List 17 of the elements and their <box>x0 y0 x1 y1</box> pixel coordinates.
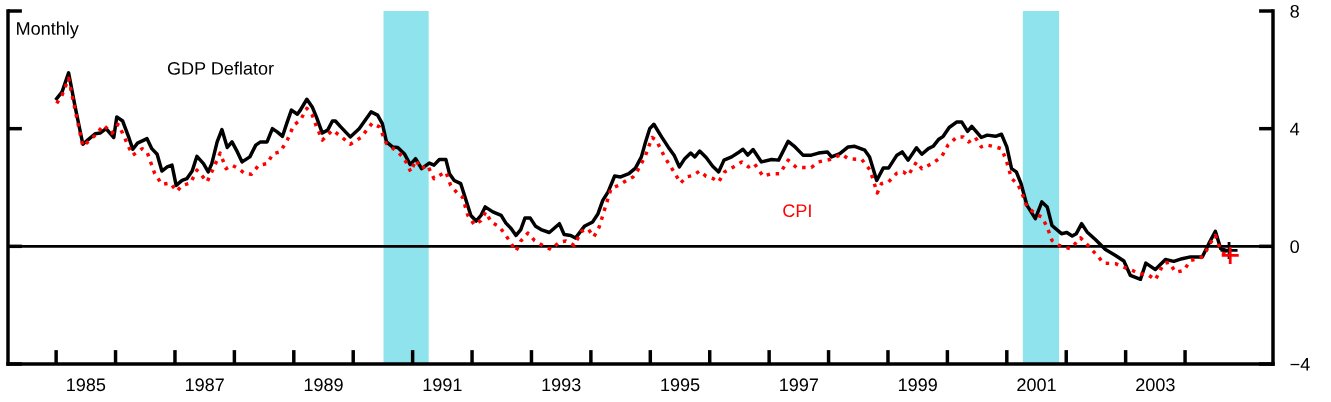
x-tick-label: 1993 <box>542 378 581 392</box>
x-tick-label: 1995 <box>661 378 700 392</box>
x-tick-label: 1997 <box>780 378 819 392</box>
y-tick-label: 8 <box>1290 4 1299 18</box>
x-tick-label: 2003 <box>1136 378 1175 392</box>
x-tick-label: 1991 <box>423 378 462 392</box>
x-tick-label: 1985 <box>67 378 106 392</box>
y-tick-label: 4 <box>1290 122 1300 136</box>
x-tick-label: 1999 <box>898 378 937 392</box>
x-tick-label: 2001 <box>1017 378 1056 392</box>
y-tick-label: 0 <box>1290 240 1299 254</box>
x-tick-label: 1987 <box>185 378 224 392</box>
x-tick-label: 1989 <box>304 378 343 392</box>
text: GDP Deflator <box>167 61 274 75</box>
series-label: CPI <box>783 204 811 218</box>
y-tick-label: −4 <box>1290 358 1310 371</box>
y-axis-title: Monthly <box>17 21 79 39</box>
